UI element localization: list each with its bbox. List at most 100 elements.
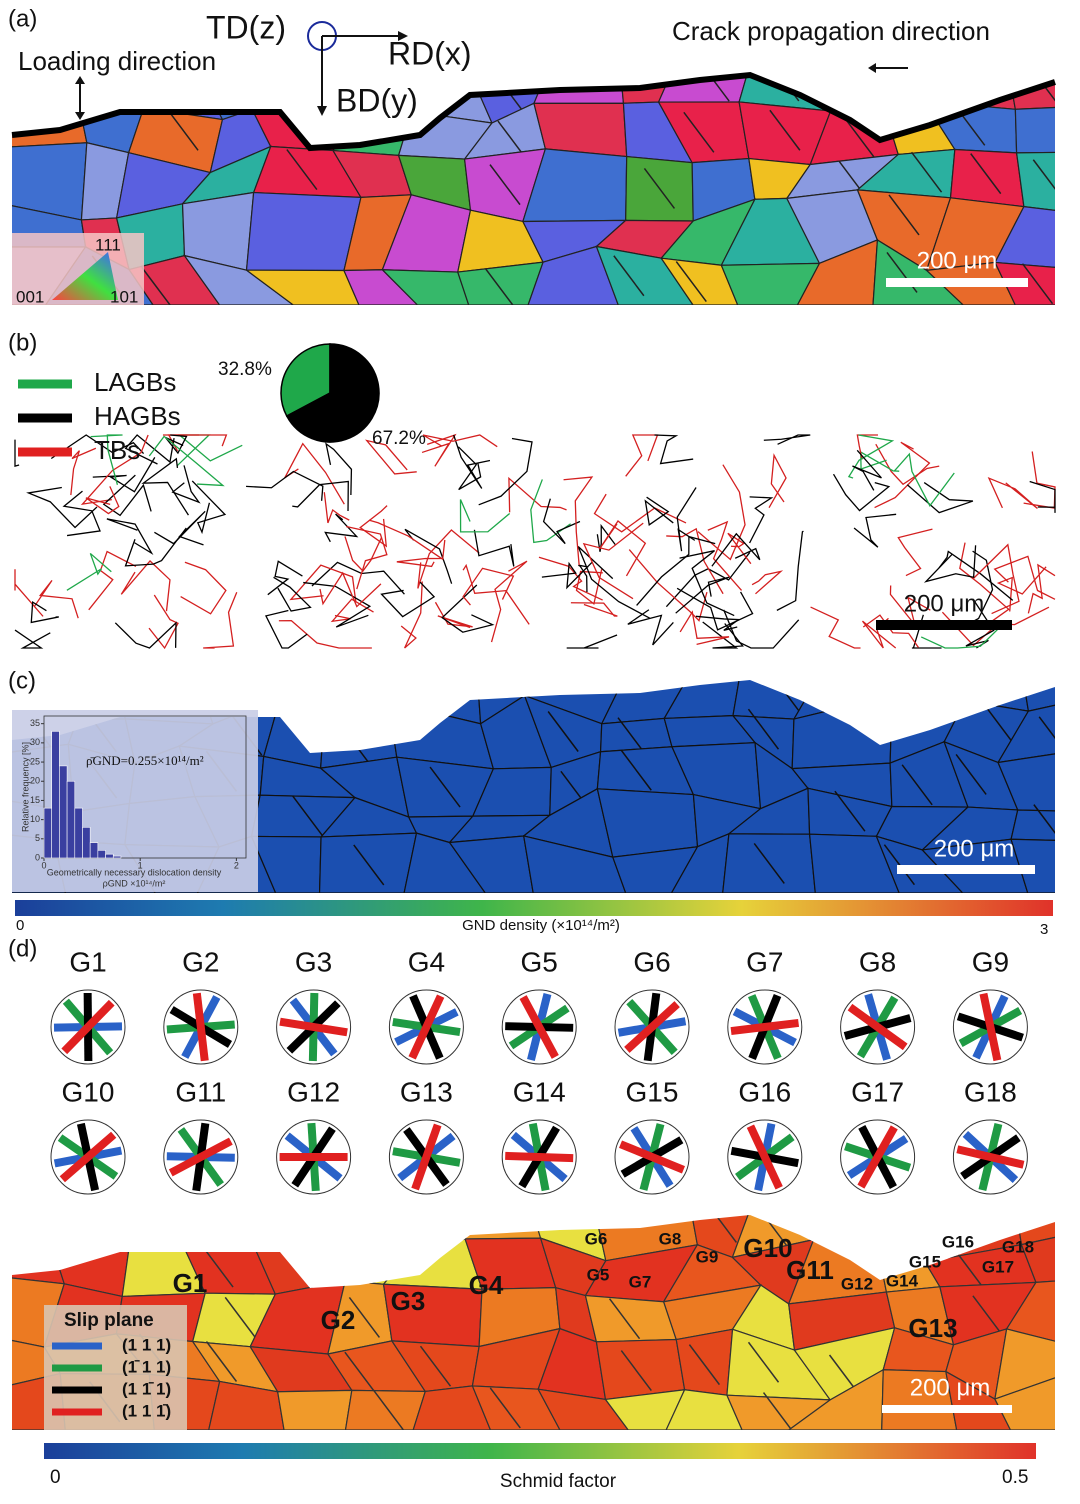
grain-label: G13 [400, 1076, 453, 1107]
twin [372, 1389, 405, 1430]
boundary [676, 587, 754, 631]
legend-label: LAGBs [94, 367, 176, 397]
boundary [176, 434, 243, 467]
scale-bar [876, 620, 1012, 630]
boundary [893, 452, 955, 507]
boundary [676, 487, 697, 552]
grain [1015, 151, 1055, 215]
grain [527, 245, 620, 305]
grain-label: G2 [182, 946, 219, 977]
boundary [396, 557, 441, 568]
arrowhead [398, 31, 408, 41]
grain-label: G3 [295, 946, 332, 977]
colorbar [44, 1443, 1036, 1459]
twin [608, 1298, 641, 1340]
boundary [593, 493, 687, 533]
colorbar-label: Schmid factor [500, 1471, 617, 1492]
map-grain-label: G3 [391, 1286, 426, 1316]
grain [599, 717, 673, 753]
grain [720, 262, 821, 305]
x-tick-label: 2 [234, 860, 239, 870]
grain [130, 1215, 201, 1242]
boundary [1023, 451, 1056, 509]
boundary [832, 473, 891, 512]
slip-trace [408, 994, 445, 1060]
boundary [148, 435, 225, 487]
boundary [636, 535, 716, 606]
boundary [180, 561, 227, 615]
boundary [810, 606, 861, 649]
slip-trace [192, 992, 209, 1062]
boundary [679, 610, 730, 645]
slip-trace [519, 995, 559, 1059]
hist-bar [112, 855, 122, 859]
arrowhead [868, 63, 876, 73]
grain [994, 1368, 1055, 1430]
boundary [577, 546, 651, 619]
colorbar-max: 0.5 [1002, 1467, 1028, 1488]
boundary [987, 476, 1038, 509]
arrowhead [75, 76, 85, 84]
boundary [303, 581, 372, 628]
twin [298, 680, 331, 702]
grain [1020, 680, 1055, 712]
grain [584, 1294, 678, 1343]
grain [1014, 105, 1055, 154]
grain-label: G15 [626, 1076, 679, 1107]
boundary [625, 434, 659, 477]
grain [276, 1389, 353, 1430]
grain [245, 191, 362, 272]
slip-trace [505, 1151, 574, 1163]
boundary [26, 486, 98, 529]
grain [675, 1328, 734, 1396]
loading-direction: Loading direction [18, 46, 216, 76]
sample-edge [11, 71, 1056, 152]
boundary [852, 449, 882, 491]
grain [1010, 838, 1055, 893]
y-tick-label: 25 [30, 756, 40, 766]
map-grain-label: G5 [587, 1265, 610, 1284]
boundary [578, 564, 589, 592]
twin [291, 795, 324, 837]
x-axis-label: Geometrically necessary dislocation dens… [47, 867, 222, 877]
pie-slice [280, 343, 331, 418]
twin [883, 844, 915, 886]
grain [12, 92, 88, 149]
boundary [289, 564, 357, 603]
boundary [473, 529, 515, 567]
boundary [707, 520, 743, 591]
slip-legend-title: Slip plane [64, 1310, 154, 1331]
grain [994, 1328, 1055, 1400]
twin [352, 680, 384, 715]
grain [670, 832, 730, 893]
boundary [749, 496, 774, 544]
grain [412, 1385, 492, 1430]
boundary [90, 434, 123, 485]
legend-label: HAGBs [94, 401, 181, 431]
hist-bar [105, 853, 114, 859]
scale-bar [886, 278, 1028, 287]
boundary [973, 543, 1020, 615]
boundary [508, 476, 567, 513]
boundary [50, 434, 145, 460]
grain-label: G16 [738, 1076, 791, 1107]
boundary [70, 447, 97, 496]
map-grain-label: G12 [841, 1274, 873, 1293]
map-grain-label: G11 [786, 1255, 834, 1285]
grain [604, 1389, 686, 1430]
panel-label: (b) [8, 329, 37, 356]
boundary [654, 434, 694, 465]
slip-trace [619, 1140, 685, 1174]
twin [419, 75, 452, 107]
boundary [570, 602, 618, 617]
y-axis-label: Relative frequency [%] [20, 742, 30, 832]
grain [380, 269, 470, 305]
twin [834, 790, 866, 832]
x-tick-label: 0 [41, 860, 46, 870]
boundary [875, 443, 940, 486]
twin [429, 766, 461, 808]
boundary [644, 496, 674, 526]
grain-label: G1 [69, 946, 106, 977]
boundary [938, 550, 1014, 601]
